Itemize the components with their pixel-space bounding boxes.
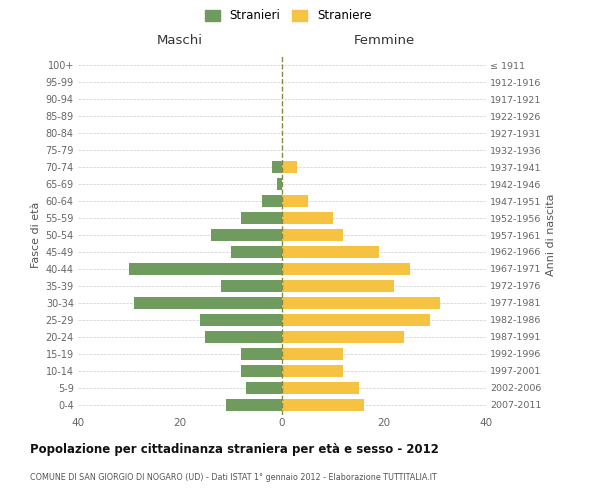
- Bar: [282, 297, 440, 309]
- Y-axis label: Fasce di età: Fasce di età: [31, 202, 41, 268]
- Bar: [282, 331, 404, 343]
- Bar: [241, 212, 282, 224]
- Bar: [129, 263, 282, 275]
- Bar: [282, 229, 343, 241]
- Bar: [282, 382, 359, 394]
- Bar: [282, 280, 394, 292]
- Bar: [221, 280, 282, 292]
- Bar: [282, 348, 343, 360]
- Bar: [282, 212, 333, 224]
- Legend: Stranieri, Straniere: Stranieri, Straniere: [201, 6, 375, 26]
- Y-axis label: Anni di nascita: Anni di nascita: [546, 194, 556, 276]
- Bar: [282, 161, 298, 173]
- Bar: [200, 314, 282, 326]
- Bar: [272, 161, 282, 173]
- Text: Femmine: Femmine: [353, 34, 415, 46]
- Bar: [241, 348, 282, 360]
- Bar: [231, 246, 282, 258]
- Text: Popolazione per cittadinanza straniera per età e sesso - 2012: Popolazione per cittadinanza straniera p…: [30, 442, 439, 456]
- Bar: [282, 314, 430, 326]
- Text: Maschi: Maschi: [157, 34, 203, 46]
- Bar: [206, 331, 282, 343]
- Bar: [277, 178, 282, 190]
- Bar: [134, 297, 282, 309]
- Bar: [282, 246, 379, 258]
- Bar: [247, 382, 282, 394]
- Bar: [211, 229, 282, 241]
- Bar: [282, 263, 410, 275]
- Bar: [241, 364, 282, 377]
- Bar: [226, 398, 282, 411]
- Bar: [282, 398, 364, 411]
- Bar: [282, 195, 308, 207]
- Bar: [282, 364, 343, 377]
- Bar: [262, 195, 282, 207]
- Text: COMUNE DI SAN GIORGIO DI NOGARO (UD) - Dati ISTAT 1° gennaio 2012 - Elaborazione: COMUNE DI SAN GIORGIO DI NOGARO (UD) - D…: [30, 472, 437, 482]
